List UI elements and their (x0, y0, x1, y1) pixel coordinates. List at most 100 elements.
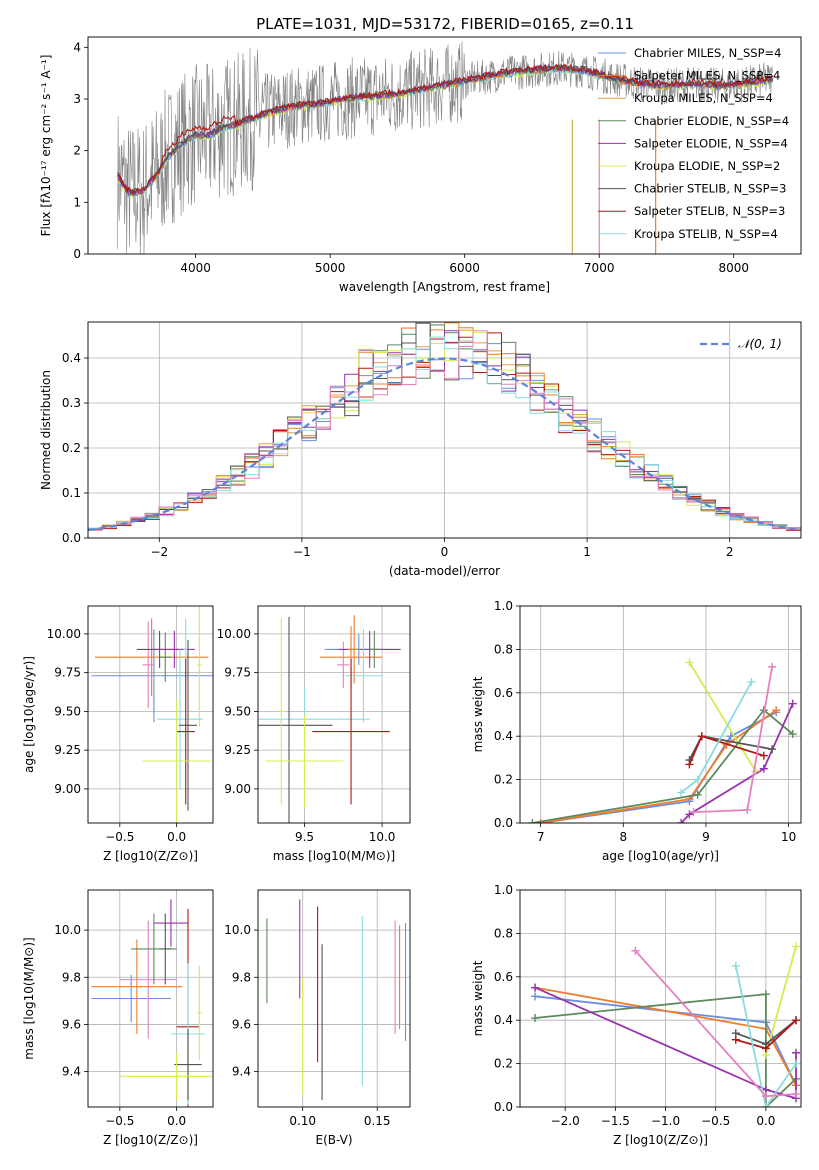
y-tick-label: 9.00 (224, 782, 251, 796)
x-axis-label: Z [log10(Z/Z⊙)] (103, 849, 198, 863)
plot-area (117, 41, 774, 254)
weight-marker (772, 706, 781, 715)
x-tick-label: 0.0 (756, 1114, 775, 1128)
y-tick-label: 0.6 (494, 970, 513, 984)
y-tick-label: 0.4 (494, 729, 513, 743)
weight-marker (761, 990, 770, 999)
weight-marker (761, 1103, 770, 1107)
axes-frame (87, 889, 214, 1108)
x-tick-label: −1.0 (651, 1114, 680, 1128)
weight-line-0 (540, 711, 777, 823)
y-tick-label: 0.0 (494, 816, 513, 830)
y-tick-label: 10.00 (217, 627, 251, 641)
y-tick-label: 9.6 (62, 1017, 81, 1031)
weight-marker (751, 766, 760, 775)
axes-frame (519, 605, 802, 824)
weight-line-3 (532, 708, 794, 823)
y-tick-label: 0.6 (494, 686, 513, 700)
axes-frame (257, 889, 411, 1108)
x-tick-label: 2 (726, 545, 734, 559)
legend-entry: Kroupa MILES, N_SSP=4 (634, 91, 773, 105)
weight-marker (531, 983, 540, 992)
y-axis-label: age [log10(age/yr)] (22, 656, 36, 773)
residual-histogram-8 (88, 336, 801, 530)
legend-entry: Chabrier MILES, N_SSP=4 (634, 46, 781, 60)
y-tick-label: 4 (73, 40, 81, 54)
weight-line-4 (534, 986, 797, 1100)
weight-marker (791, 1016, 800, 1025)
x-tick-label: 0.10 (289, 1114, 316, 1128)
x-tick-label: −0.5 (105, 1114, 134, 1128)
weight-marker (531, 992, 540, 1001)
chart-spectrum: 4000 5000 6000 7000 8000 0 1 2 3 4 wavelength [Ang… (39, 36, 802, 294)
y-tick-label: 9.00 (54, 782, 81, 796)
y-tick-label: 0.3 (62, 396, 81, 410)
y-tick-label: 9.75 (54, 666, 81, 680)
x-tick-label: 7 (537, 830, 545, 844)
x-axis-label: E(B-V) (315, 1133, 352, 1147)
figure-title: PLATE=1031, MJD=53172, FIBERID=0165, z=0… (256, 15, 634, 33)
x-tick-label: 5000 (315, 261, 346, 275)
plot-area (531, 942, 800, 1107)
chart-mass-vs-ebv: 0.10 0.15 9.4 9.6 9.8 10.0 E(B-V) (224, 889, 411, 1147)
weight-marker (731, 1035, 740, 1044)
x-tick-label: 7000 (584, 261, 615, 275)
gaussian-curve (88, 357, 801, 532)
y-tick-label: 0.2 (494, 773, 513, 787)
chart-age-vs-Z: −0.5 0.0 9.00 9.25 9.50 9.75 10.00 Z [log10(Z/Z… (22, 605, 214, 863)
legend-entry: 𝒩(0, 1) (738, 337, 782, 351)
legend-entry: Kroupa ELODIE, N_SSP=2 (634, 159, 780, 173)
y-tick-label: 9.8 (62, 970, 81, 984)
weight-marker (693, 775, 702, 784)
x-axis-label: (data-model)/error (389, 564, 500, 578)
x-tick-label: 4000 (180, 261, 211, 275)
weight-line-1 (540, 709, 777, 823)
y-tick-label: 1 (73, 195, 81, 209)
weight-marker (747, 677, 756, 686)
weight-marker (791, 1059, 800, 1068)
x-axis-label: Z [log10(Z/Z⊙)] (103, 1133, 198, 1147)
weight-line-5 (765, 946, 797, 1056)
x-tick-label: 8000 (718, 261, 749, 275)
weight-line-8 (734, 965, 797, 1107)
weight-marker (685, 760, 694, 769)
y-tick-label: 3 (73, 92, 81, 106)
plot-area (91, 606, 213, 823)
weight-marker (689, 808, 698, 817)
y-tick-label: 0.2 (62, 441, 81, 455)
x-tick-label: 9 (702, 830, 710, 844)
plot-area (91, 899, 213, 1107)
weight-marker (685, 658, 694, 667)
x-tick-label: 10.0 (369, 830, 396, 844)
x-axis-label: age [log10(age/yr)] (602, 849, 719, 863)
y-tick-label: 9.50 (54, 704, 81, 718)
y-tick-label: 2 (73, 144, 81, 158)
y-tick-label: 0.2 (494, 1057, 513, 1071)
y-tick-label: 0.8 (494, 642, 513, 656)
weight-marker (631, 946, 640, 955)
y-tick-label: 9.6 (232, 1017, 251, 1031)
chart-mass-vs-Z: −0.5 0.0 9.4 9.6 9.8 10.0 Z [log10(Z/Z⊙)] mass … (22, 889, 214, 1147)
weight-marker (791, 942, 800, 951)
x-tick-label: 0 (441, 545, 449, 559)
x-tick-label: 1 (583, 545, 591, 559)
y-tick-label: 1.0 (494, 599, 513, 613)
legend: Chabrier MILES, N_SSP=4 Salpeter MILES, N… (598, 46, 789, 241)
y-tick-label: 0.0 (62, 531, 81, 545)
x-tick-label: 10 (781, 830, 796, 844)
legend-entry: Salpeter MILES, N_SSP=4 (634, 69, 780, 83)
y-tick-label: 9.8 (232, 970, 251, 984)
x-tick-label: −1.5 (601, 1114, 630, 1128)
x-axis-label: Z [log10(Z/Z⊙)] (613, 1133, 708, 1147)
weight-line-8 (680, 681, 753, 794)
y-axis-label: mass [log10(M/M⊙)] (22, 937, 36, 1059)
y-tick-label: 9.75 (224, 666, 251, 680)
y-axis-label: mass weight (471, 960, 485, 1036)
axes-frame (87, 321, 802, 539)
weight-line-4 (680, 703, 794, 823)
x-tick-label: 8 (619, 830, 627, 844)
chart-age-vs-mass: 9.5 10.0 9.00 9.25 9.50 9.75 10.00 mass [log10(… (217, 605, 411, 863)
y-tick-label: 9.25 (224, 743, 251, 757)
y-tick-label: 9.4 (232, 1065, 251, 1079)
weight-marker (788, 699, 797, 708)
